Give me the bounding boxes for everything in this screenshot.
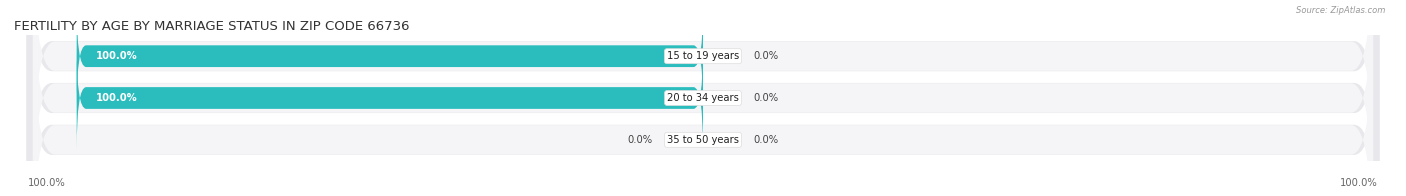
FancyBboxPatch shape xyxy=(77,46,703,150)
Text: 15 to 19 years: 15 to 19 years xyxy=(666,51,740,61)
Text: 100.0%: 100.0% xyxy=(96,51,138,61)
Text: 20 to 34 years: 20 to 34 years xyxy=(666,93,740,103)
Text: 100.0%: 100.0% xyxy=(28,178,66,188)
FancyBboxPatch shape xyxy=(32,0,1374,196)
Text: 100.0%: 100.0% xyxy=(96,93,138,103)
Text: 0.0%: 0.0% xyxy=(754,51,779,61)
FancyBboxPatch shape xyxy=(32,8,1374,196)
FancyBboxPatch shape xyxy=(27,0,1379,196)
Text: 100.0%: 100.0% xyxy=(1340,178,1378,188)
FancyBboxPatch shape xyxy=(32,0,1374,188)
FancyBboxPatch shape xyxy=(27,0,1379,196)
Text: 0.0%: 0.0% xyxy=(754,135,779,145)
Text: Source: ZipAtlas.com: Source: ZipAtlas.com xyxy=(1295,6,1385,15)
FancyBboxPatch shape xyxy=(77,4,703,108)
Text: 35 to 50 years: 35 to 50 years xyxy=(666,135,740,145)
Text: 0.0%: 0.0% xyxy=(627,135,652,145)
Text: FERTILITY BY AGE BY MARRIAGE STATUS IN ZIP CODE 66736: FERTILITY BY AGE BY MARRIAGE STATUS IN Z… xyxy=(14,20,409,33)
FancyBboxPatch shape xyxy=(27,0,1379,196)
Text: 0.0%: 0.0% xyxy=(754,93,779,103)
